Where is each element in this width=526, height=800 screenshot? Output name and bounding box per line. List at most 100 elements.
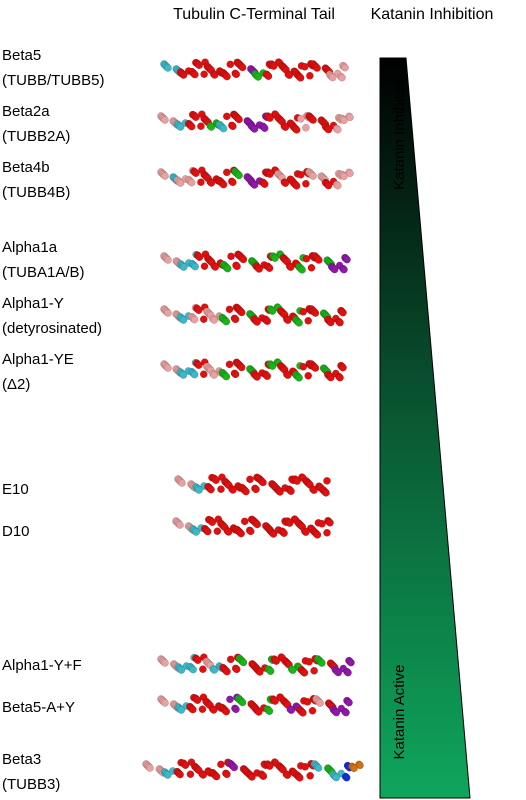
atom: [297, 170, 305, 179]
atom: [286, 263, 295, 272]
molecule: [157, 110, 354, 134]
atom: [307, 263, 316, 272]
atom: [223, 770, 231, 779]
atom: [187, 178, 196, 187]
atom: [253, 520, 262, 529]
row-label: (detyrosinated): [2, 320, 102, 337]
atom: [189, 665, 197, 674]
atom: [283, 771, 292, 780]
atom: [161, 116, 169, 124]
atom: [219, 124, 228, 133]
atom: [333, 181, 342, 190]
atom: [212, 772, 221, 781]
atom: [342, 773, 351, 782]
atom: [292, 126, 301, 134]
atom: [200, 262, 209, 271]
atom: [195, 253, 204, 262]
atom: [179, 71, 188, 79]
atom: [311, 364, 320, 372]
atom: [304, 371, 313, 380]
left-title: Tubulin C-Terminal Tail: [173, 6, 335, 23]
atom: [345, 698, 353, 707]
atom: [199, 315, 208, 324]
atom: [303, 697, 312, 706]
atom: [192, 169, 200, 178]
row-label: Alpha1a: [2, 239, 58, 256]
atom: [313, 531, 322, 539]
atom: [223, 264, 232, 273]
atom: [263, 372, 272, 381]
atom: [314, 764, 323, 772]
atom: [210, 371, 218, 379]
atom: [203, 527, 212, 536]
atom: [246, 527, 255, 536]
atom: [300, 669, 309, 677]
atom: [268, 362, 277, 370]
atom: [250, 181, 259, 189]
atom: [193, 696, 202, 705]
atom: [264, 72, 273, 81]
atom: [269, 530, 278, 538]
atom: [302, 123, 310, 132]
atom: [212, 476, 220, 485]
atom: [344, 668, 352, 677]
atom: [223, 667, 231, 676]
atom: [311, 309, 320, 317]
atom: [324, 125, 333, 134]
atom: [271, 697, 279, 705]
row-label: Alpha1-Y+F: [2, 657, 82, 674]
atom: [223, 72, 231, 81]
atom: [315, 256, 323, 264]
atom: [287, 487, 295, 496]
atom: [306, 71, 314, 80]
atom: [228, 122, 237, 131]
atom: [301, 62, 309, 71]
atom: [323, 528, 331, 537]
atom: [342, 708, 350, 717]
atom: [210, 71, 219, 79]
atom: [195, 486, 203, 494]
atom: [336, 318, 344, 327]
row-label: Alpha1-YE: [2, 351, 74, 368]
inhibition-gradient: [379, 57, 471, 799]
atom: [161, 659, 169, 667]
atom: [299, 362, 308, 371]
atom: [246, 475, 254, 484]
atom: [334, 668, 343, 677]
atom: [222, 317, 231, 326]
atom: [276, 488, 284, 496]
row-label: Beta2a: [2, 103, 50, 120]
atom: [187, 122, 196, 131]
atom: [164, 309, 172, 317]
atom: [310, 666, 318, 675]
atom: [281, 179, 290, 188]
atom: [163, 771, 172, 779]
atom: [250, 125, 259, 133]
atom: [292, 182, 301, 190]
atom: [211, 263, 220, 271]
atom: [181, 761, 190, 770]
atom: [263, 317, 272, 326]
atom: [336, 373, 344, 382]
atom: [230, 763, 239, 772]
atom: [295, 774, 304, 782]
atom: [146, 764, 154, 772]
atom: [268, 307, 277, 315]
atom: [341, 63, 349, 72]
atom: [226, 60, 235, 69]
atom: [191, 70, 199, 79]
atom: [346, 113, 354, 122]
row-label: Beta5-A+Y: [2, 699, 75, 716]
atom: [284, 371, 292, 380]
atom: [266, 114, 274, 122]
atom: [164, 64, 172, 72]
atom: [178, 479, 186, 487]
atom: [318, 519, 326, 528]
atom: [260, 124, 269, 133]
atom: [333, 125, 342, 134]
atom: [194, 361, 203, 370]
atom: [186, 770, 195, 779]
atom: [302, 179, 310, 188]
atom: [326, 318, 335, 327]
